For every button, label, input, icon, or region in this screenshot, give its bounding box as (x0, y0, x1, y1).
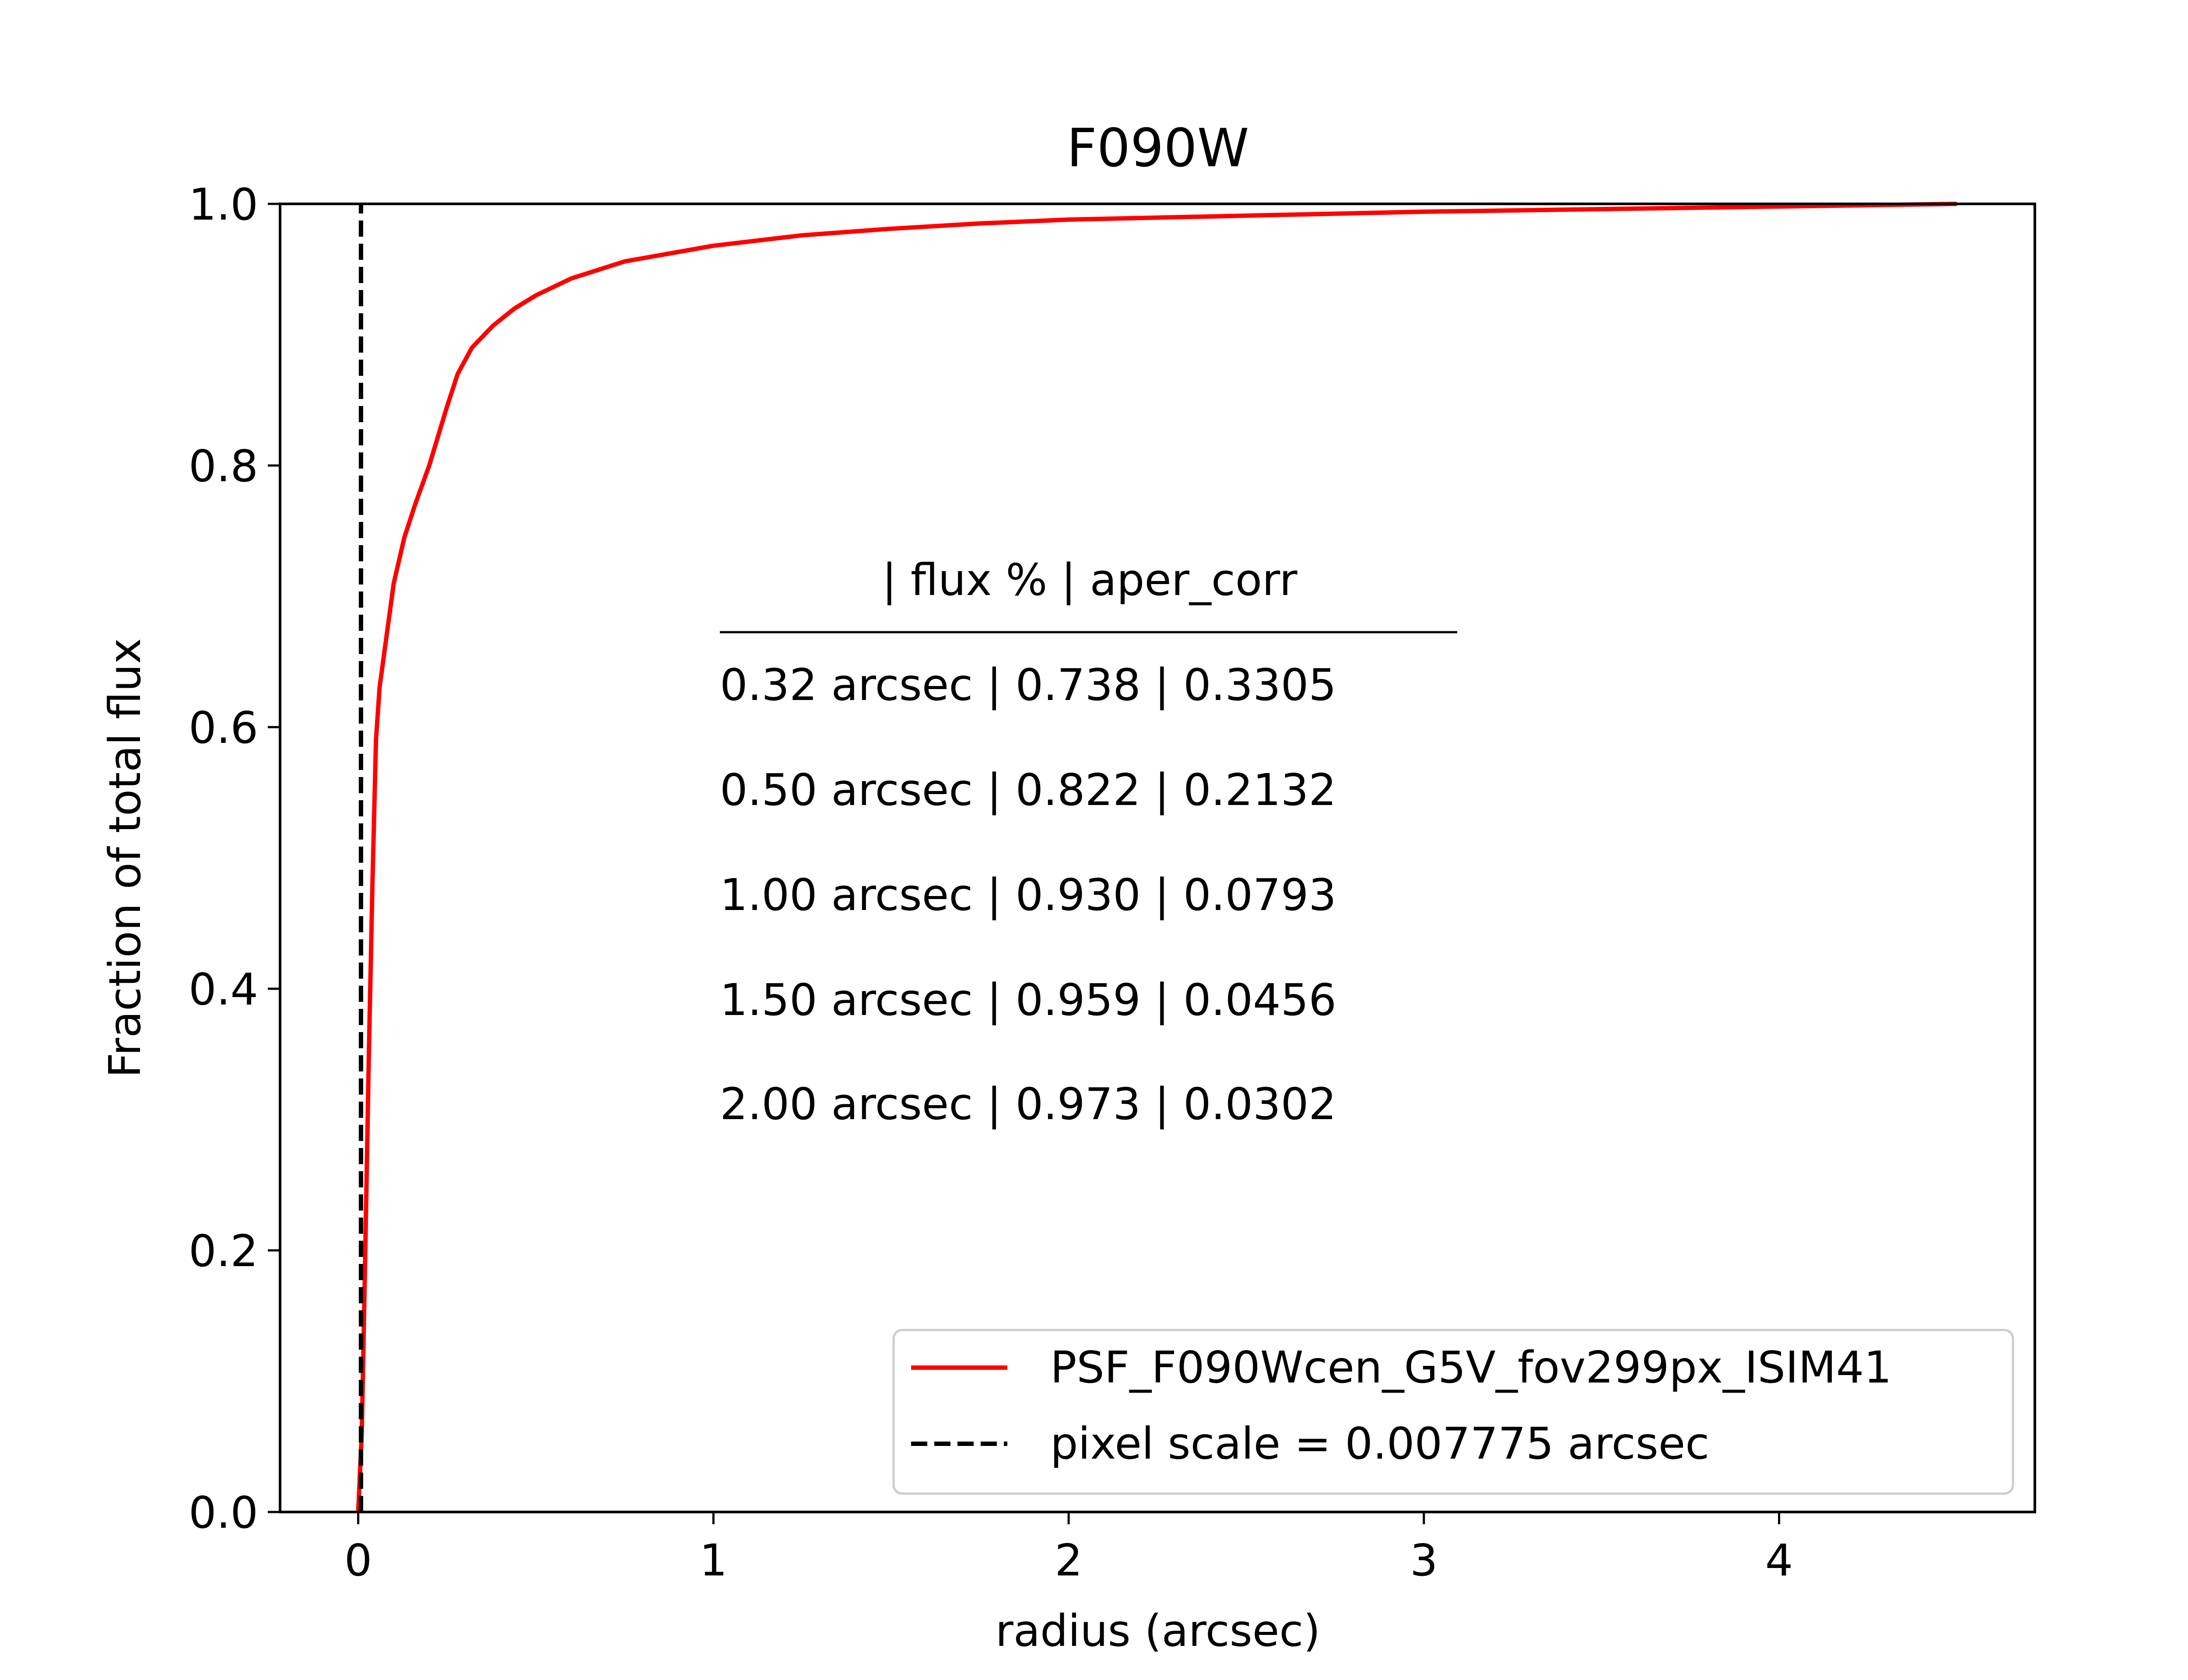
x-tick-label: 1 (700, 1535, 728, 1586)
aperture-table-row: 0.32 arcsec | 0.738 | 0.3305 (720, 659, 1336, 710)
x-tick-label: 3 (1410, 1535, 1438, 1586)
y-axis: 0.0 0.2 0.4 0.6 0.8 1.0 (189, 179, 280, 1538)
x-axis-label: radius (arcsec) (996, 1605, 1321, 1656)
chart-title: F090W (1067, 118, 1249, 179)
legend: PSF_F090Wcen_G5V_fov299px_ISIM41 pixel s… (892, 1329, 2014, 1495)
y-tick-label: 0.4 (189, 964, 258, 1015)
x-axis: 0 1 2 3 4 (344, 1512, 1793, 1586)
x-tick-label: 0 (344, 1535, 372, 1586)
aperture-table-row: 1.50 arcsec | 0.959 | 0.0456 (720, 974, 1336, 1026)
psf-curve-line (356, 202, 1957, 1512)
legend-box (892, 1329, 2014, 1495)
aperture-table-row: 2.00 arcsec | 0.973 | 0.0302 (720, 1078, 1336, 1130)
series-layer (356, 202, 1957, 1512)
x-tick-label: 4 (1765, 1535, 1793, 1586)
x-tick-label: 2 (1055, 1535, 1083, 1586)
y-tick-label: 0.8 (189, 441, 258, 492)
aperture-table-row: 0.50 arcsec | 0.822 | 0.2132 (720, 764, 1336, 816)
legend-label-pixel-scale: pixel scale = 0.007775 arcsec (1050, 1418, 1709, 1469)
aperture-table-row: 1.00 arcsec | 0.930 | 0.0793 (720, 869, 1336, 920)
y-tick-label: 0.2 (189, 1225, 258, 1277)
plot-frame (279, 203, 2036, 1513)
aperture-table-header: | flux % | aper_corr (882, 554, 1297, 606)
y-axis-label: Fraction of total flux (99, 638, 151, 1078)
y-tick-label: 0.0 (189, 1487, 258, 1538)
aperture-table: | flux % | aper_corr 0.32 arcsec | 0.738… (720, 554, 1457, 1130)
legend-label-psf: PSF_F090Wcen_G5V_fov299px_ISIM41 (1050, 1342, 1892, 1393)
y-tick-label: 1.0 (189, 179, 258, 230)
y-tick-label: 0.6 (189, 702, 258, 753)
